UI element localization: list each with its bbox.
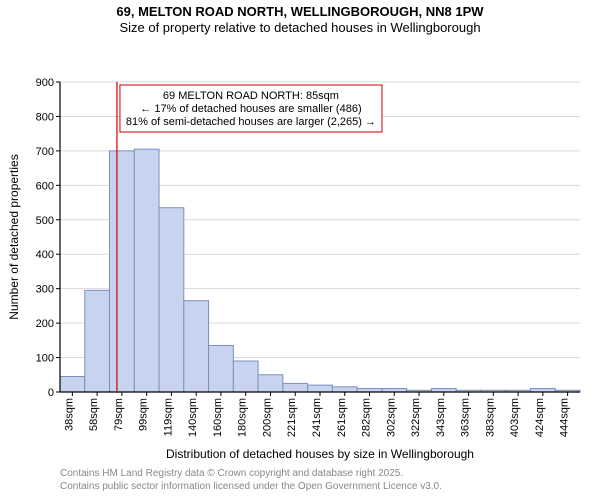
x-tick-label: 140sqm: [187, 398, 199, 437]
histogram-bar: [258, 374, 283, 391]
annotation-line: 81% of semi-detached houses are larger (…: [126, 116, 376, 128]
property-size-chart: 69, MELTON ROAD NORTH, WELLINGBOROUGH, N…: [0, 0, 600, 500]
x-tick-label: 241sqm: [311, 398, 323, 437]
x-tick-label: 58sqm: [88, 398, 100, 431]
chart-title-block: 69, MELTON ROAD NORTH, WELLINGBOROUGH, N…: [0, 0, 600, 37]
histogram-bar: [60, 376, 85, 392]
histogram-bar: [134, 149, 159, 392]
y-tick-label: 300: [36, 283, 54, 295]
y-tick-label: 200: [36, 318, 54, 330]
x-axis-title: Distribution of detached houses by size …: [166, 447, 474, 461]
x-tick-label: 403sqm: [509, 398, 521, 437]
histogram-bar: [233, 361, 258, 392]
y-tick-label: 600: [36, 180, 54, 192]
y-axis-title: Number of detached properties: [7, 154, 21, 319]
histogram-bar: [283, 383, 308, 392]
x-tick-label: 221sqm: [286, 398, 298, 437]
histogram-bar: [85, 290, 110, 392]
histogram-bar: [209, 345, 234, 392]
x-tick-label: 99sqm: [138, 398, 150, 431]
footnote-line1: Contains HM Land Registry data © Crown c…: [60, 468, 403, 479]
annotation-line: ← 17% of detached houses are smaller (48…: [140, 103, 361, 115]
histogram-svg: 0 100 200 300 400 500 600 700 800 900 38sqm 58sqm 79…: [0, 37, 600, 497]
x-tick-label: 180sqm: [237, 398, 249, 437]
x-tick-label: 119sqm: [162, 398, 174, 436]
x-tick-label: 38sqm: [63, 398, 75, 431]
chart-title-line2: Size of property relative to detached ho…: [0, 20, 600, 36]
x-tick-label: 424sqm: [534, 398, 546, 437]
x-tick-label: 302sqm: [385, 398, 397, 437]
y-tick-label: 900: [36, 77, 54, 89]
annotation-line: 69 MELTON ROAD NORTH: 85sqm: [163, 90, 339, 102]
chart-title-line1: 69, MELTON ROAD NORTH, WELLINGBOROUGH, N…: [0, 4, 600, 20]
histogram-bar: [159, 207, 184, 391]
x-tick-label: 383sqm: [484, 398, 496, 437]
y-tick-label: 400: [36, 249, 54, 261]
histogram-bar: [110, 150, 135, 391]
x-tick-label: 343sqm: [435, 398, 447, 437]
histogram-bar: [184, 300, 209, 391]
y-tick-label: 100: [36, 352, 54, 364]
histogram-bar: [308, 385, 333, 392]
x-tick-label: 322sqm: [410, 398, 422, 437]
x-tick-label: 363sqm: [460, 398, 472, 437]
x-tick-label: 261sqm: [336, 398, 348, 437]
y-tick-label: 500: [36, 214, 54, 226]
footnote-line2: Contains public sector information licen…: [60, 481, 442, 492]
x-tick-label: 200sqm: [261, 398, 273, 437]
x-tick-label: 79sqm: [113, 398, 125, 431]
histogram-bar: [332, 386, 357, 391]
y-tick-label: 0: [48, 387, 54, 399]
x-tick-label: 282sqm: [361, 398, 373, 437]
y-tick-label: 800: [36, 111, 54, 123]
x-tick-label: 444sqm: [559, 398, 571, 437]
y-tick-label: 700: [36, 145, 54, 157]
x-tick-label: 160sqm: [212, 398, 224, 437]
